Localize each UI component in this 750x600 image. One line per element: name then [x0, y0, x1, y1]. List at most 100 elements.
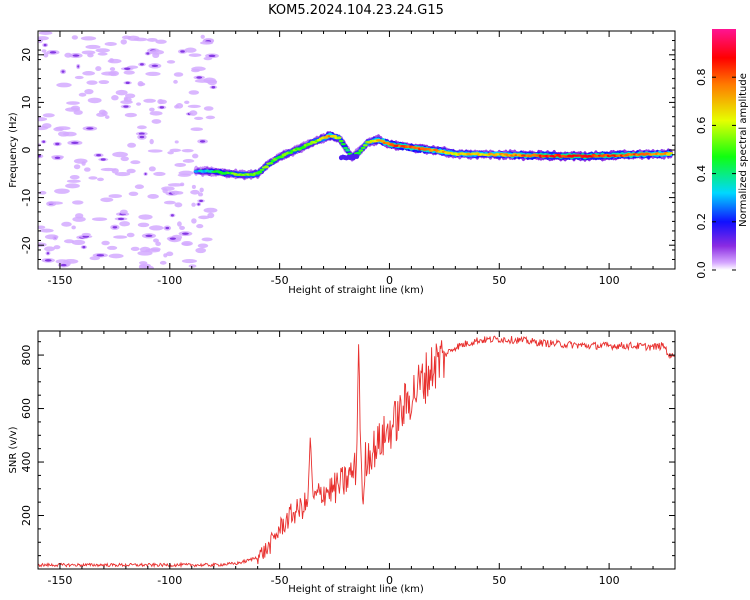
noise-speckle: [44, 246, 55, 252]
noise-core: [159, 106, 165, 109]
noise-speckle: [38, 242, 47, 247]
noise-speckle: [197, 243, 209, 249]
colorbar-title: Normalized spectral amplitude: [738, 73, 749, 227]
noise-speckle: [108, 70, 120, 77]
ridge-core: [340, 143, 346, 146]
spectrogram-ridge: [193, 130, 674, 181]
noise-speckle: [197, 192, 204, 197]
x-tick-label: 0: [386, 574, 393, 587]
x-tick-label: 50: [492, 274, 506, 287]
noise-speckle: [133, 37, 148, 42]
noise-core: [125, 81, 130, 85]
noise-speckle: [82, 71, 96, 76]
noise-speckle: [54, 188, 70, 194]
noise-speckle: [101, 240, 110, 246]
x-tick-label: -100: [157, 574, 182, 587]
x-tick-label: -150: [47, 574, 72, 587]
noise-speckle: [88, 176, 98, 180]
noise-core: [49, 51, 57, 54]
noise-speckle: [173, 72, 184, 77]
noise-speckle: [167, 183, 184, 187]
noise-speckle: [166, 60, 176, 64]
noise-core: [71, 141, 79, 145]
noise-core: [199, 199, 203, 203]
noise-speckle: [174, 104, 180, 109]
noise-speckle: [162, 188, 168, 194]
noise-core: [199, 140, 206, 143]
ridge-core: [336, 136, 342, 140]
noise-speckle: [41, 123, 52, 129]
noise-speckle: [111, 95, 119, 101]
spectrogram-noise: [38, 31, 219, 269]
noise-speckle: [177, 173, 191, 177]
noise-speckle: [109, 67, 116, 71]
noise-core: [86, 127, 94, 130]
noise-core: [124, 67, 131, 70]
noise-speckle: [201, 237, 213, 242]
noise-speckle: [97, 52, 108, 56]
noise-speckle: [174, 202, 183, 208]
noise-speckle: [119, 209, 128, 215]
noise-speckle: [66, 179, 81, 183]
noise-core: [100, 158, 106, 161]
noise-speckle: [86, 80, 98, 85]
noise-speckle: [152, 52, 160, 59]
ridge-core: [343, 146, 348, 150]
noise-speckle: [63, 239, 75, 244]
noise-core: [197, 203, 200, 206]
noise-speckle: [137, 222, 150, 228]
noise-speckle: [74, 75, 84, 80]
noise-core: [77, 65, 80, 68]
noise-speckle: [69, 175, 80, 180]
ridge-core: [362, 144, 368, 147]
noise-speckle: [113, 235, 128, 239]
noise-core: [42, 140, 46, 143]
noise-speckle: [203, 106, 214, 111]
noise-speckle: [47, 201, 63, 205]
noise-speckle: [108, 194, 123, 199]
noise-speckle: [124, 97, 132, 103]
y-tick-label: 0: [20, 147, 33, 154]
noise-speckle: [138, 82, 146, 87]
spectrogram-y-axis: -20 -10 0 10 20: [20, 30, 675, 270]
noise-core: [38, 154, 41, 158]
ridge-core: [257, 170, 263, 174]
noise-speckle: [61, 221, 72, 227]
colorbar-gradient: [712, 29, 736, 270]
noise-speckle: [148, 166, 156, 172]
noise-speckle: [181, 258, 197, 264]
colorbar-tick-label: 0.0: [695, 261, 708, 279]
noise-speckle: [53, 245, 61, 250]
noise-speckle: [163, 200, 176, 205]
noise-speckle: [73, 164, 81, 170]
noise-core: [144, 172, 147, 176]
noise-speckle: [38, 190, 47, 195]
snr-y-axis: 200 400 600 800: [20, 341, 675, 557]
noise-speckle: [179, 225, 185, 230]
ridge-core: [259, 168, 265, 171]
noise-speckle: [81, 161, 86, 166]
noise-core: [72, 54, 80, 57]
noise-speckle: [200, 41, 214, 45]
noise-speckle: [130, 160, 141, 165]
noise-speckle: [38, 31, 53, 35]
noise-speckle: [95, 66, 102, 72]
noise-speckle: [38, 36, 49, 41]
noise-speckle: [123, 70, 135, 75]
noise-speckle: [194, 79, 210, 83]
noise-speckle: [38, 225, 46, 229]
noise-speckle: [39, 228, 54, 233]
noise-core: [145, 234, 153, 237]
x-tick-label: -100: [157, 274, 182, 287]
noise-speckle: [181, 240, 193, 246]
snr-series: [38, 335, 675, 569]
noise-speckle: [167, 151, 174, 155]
noise-core: [44, 259, 52, 262]
noise-speckle: [101, 110, 108, 116]
noise-speckle: [148, 225, 164, 231]
noise-speckle: [187, 104, 201, 109]
noise-speckle: [145, 71, 161, 76]
noise-speckle: [181, 148, 194, 153]
noise-speckle: [199, 187, 204, 193]
